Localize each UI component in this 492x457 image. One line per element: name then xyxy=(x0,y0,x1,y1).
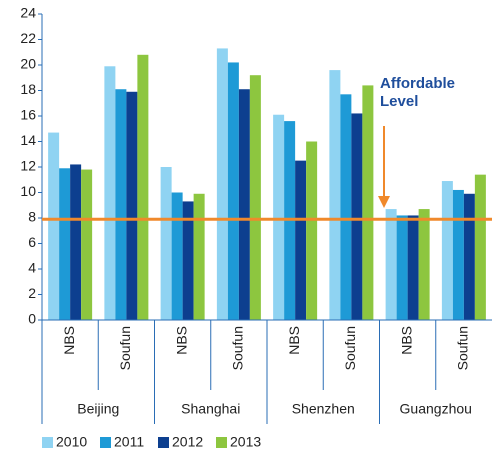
bar xyxy=(81,169,93,320)
y-tick-label: 10 xyxy=(20,183,36,199)
legend-swatch xyxy=(100,437,111,448)
bar xyxy=(70,164,82,320)
bar xyxy=(171,192,183,320)
x-tick-label: Soufun xyxy=(342,326,358,370)
bar xyxy=(306,141,318,320)
bar xyxy=(193,193,205,320)
legend-swatch xyxy=(158,437,169,448)
y-tick-label: 2 xyxy=(28,285,36,301)
bar xyxy=(48,132,60,320)
y-tick-label: 6 xyxy=(28,234,36,250)
bar xyxy=(182,201,194,320)
y-tick-label: 20 xyxy=(20,56,36,72)
legend-label: 2010 xyxy=(56,434,87,450)
bar xyxy=(227,62,239,320)
bar xyxy=(396,215,408,320)
annotation-arrowhead xyxy=(378,196,390,208)
bar xyxy=(351,113,363,320)
bar xyxy=(362,85,374,321)
y-tick-label: 14 xyxy=(20,132,36,148)
bar xyxy=(340,94,352,320)
group-label: Shanghai xyxy=(181,401,240,417)
bar xyxy=(407,215,419,320)
y-tick-label: 16 xyxy=(20,107,36,123)
bar xyxy=(137,54,149,321)
bar xyxy=(474,174,486,320)
bar xyxy=(216,48,228,321)
bar xyxy=(295,160,307,320)
legend-label: 2011 xyxy=(114,434,144,450)
annotation: Affordable xyxy=(380,75,455,92)
bar xyxy=(463,193,475,320)
group-label: Guangzhou xyxy=(400,401,472,417)
bar xyxy=(59,168,71,320)
annotation: Level xyxy=(380,93,418,110)
y-tick-label: 8 xyxy=(28,209,36,225)
bar xyxy=(418,209,430,320)
bar xyxy=(238,89,250,320)
y-tick-label: 0 xyxy=(28,311,36,327)
y-tick-label: 24 xyxy=(20,5,36,21)
y-tick-label: 4 xyxy=(28,260,36,276)
y-tick-label: 18 xyxy=(20,81,36,97)
legend-swatch xyxy=(42,437,53,448)
group-label: Shenzhen xyxy=(292,401,355,417)
legend-label: 2012 xyxy=(172,434,203,450)
bar xyxy=(385,209,397,320)
y-tick-label: 12 xyxy=(20,158,36,174)
bar xyxy=(160,167,172,320)
x-tick-label: NBS xyxy=(61,326,77,355)
bar xyxy=(329,70,341,320)
bar xyxy=(115,89,127,320)
x-tick-label: NBS xyxy=(398,326,414,355)
bar xyxy=(126,91,138,321)
bar xyxy=(249,75,261,320)
x-tick-label: Soufun xyxy=(230,326,246,370)
legend-label: 2013 xyxy=(230,434,261,450)
x-tick-label: Soufun xyxy=(117,326,133,370)
bar xyxy=(441,181,453,320)
x-tick-label: Soufun xyxy=(455,326,471,370)
bar xyxy=(104,66,116,321)
x-tick-label: NBS xyxy=(286,326,302,355)
y-tick-label: 22 xyxy=(20,30,36,46)
bar xyxy=(452,189,464,320)
bar xyxy=(273,114,285,320)
legend-swatch xyxy=(216,437,227,448)
group-label: Beijing xyxy=(77,401,119,417)
x-tick-label: NBS xyxy=(173,326,189,355)
